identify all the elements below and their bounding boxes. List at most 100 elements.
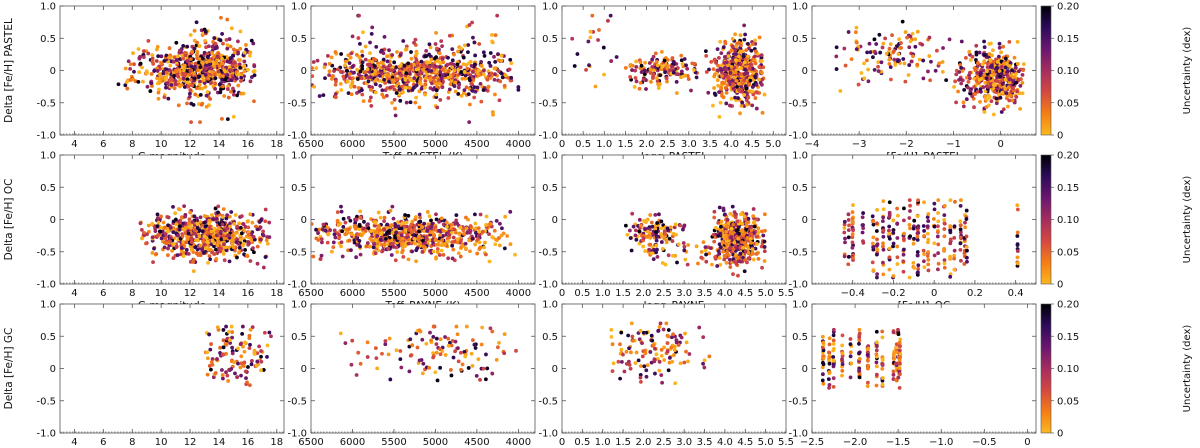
data-point [242, 64, 247, 69]
data-point [182, 85, 187, 89]
data-point [365, 67, 370, 72]
data-point [762, 249, 767, 254]
data-point [377, 225, 381, 230]
data-point [488, 51, 493, 55]
data-point [739, 72, 743, 77]
data-point [405, 232, 410, 237]
data-point [751, 57, 756, 62]
data-point [345, 79, 350, 84]
data-point [325, 54, 330, 58]
data-point [410, 229, 415, 234]
data-point [908, 34, 913, 39]
data-point [654, 238, 659, 243]
data-point [424, 60, 429, 64]
data-point [981, 85, 986, 90]
data-point [639, 70, 644, 75]
data-point [434, 255, 438, 260]
data-point [895, 59, 900, 64]
data-point [704, 70, 709, 74]
x-tick-label: 4000 [506, 139, 531, 150]
data-point [341, 216, 346, 221]
data-point [706, 90, 711, 95]
data-point [878, 50, 883, 55]
data-point [219, 237, 224, 242]
data-point [1004, 91, 1009, 95]
data-point [146, 39, 151, 43]
data-point [682, 57, 687, 61]
data-point [213, 81, 217, 86]
data-point [941, 46, 945, 50]
data-point [760, 110, 765, 115]
data-point [400, 250, 404, 255]
data-point [311, 60, 316, 64]
data-point [421, 244, 426, 249]
data-point [315, 58, 320, 63]
data-point [198, 215, 203, 220]
data-point [650, 224, 655, 229]
data-point [192, 71, 197, 76]
y-tick-label: -1.0 [788, 131, 808, 142]
data-point [358, 69, 363, 74]
data-point [258, 237, 263, 242]
data-point [441, 228, 446, 233]
data-point [982, 59, 987, 64]
data-point [414, 57, 419, 62]
plot-frame [59, 154, 285, 285]
data-point [876, 64, 880, 69]
data-point [407, 85, 412, 90]
data-point [728, 71, 733, 75]
x-tick-label: 4.0 [723, 139, 739, 150]
data-point [744, 86, 749, 91]
data-point [718, 66, 723, 71]
data-point [126, 59, 131, 64]
data-point [407, 67, 412, 72]
data-point [740, 229, 745, 233]
data-point [754, 106, 759, 111]
data-point [647, 61, 652, 65]
data-point [900, 19, 905, 24]
data-point [911, 54, 915, 59]
data-point [311, 222, 314, 226]
data-point [492, 228, 497, 233]
data-point [450, 240, 454, 245]
data-point [339, 52, 344, 56]
data-point [198, 253, 203, 258]
data-point [987, 42, 992, 46]
data-point [884, 51, 889, 56]
data-point [155, 47, 159, 52]
data-point [1006, 85, 1011, 90]
data-point [360, 63, 365, 68]
data-point [497, 98, 502, 103]
data-point [716, 63, 720, 68]
data-point [427, 214, 432, 219]
data-point [956, 89, 960, 94]
data-point [743, 32, 748, 37]
data-point [325, 240, 330, 245]
data-point [461, 91, 466, 95]
data-point [575, 52, 580, 56]
data-point [214, 257, 219, 261]
data-point [356, 77, 360, 81]
data-point [379, 231, 384, 236]
data-point [188, 210, 193, 215]
data-point [432, 79, 437, 84]
data-point [160, 77, 165, 81]
data-point [834, 67, 839, 71]
data-point [657, 212, 661, 217]
data-point [750, 103, 755, 108]
data-point [209, 229, 214, 234]
data-point [390, 78, 395, 83]
data-point [203, 73, 208, 77]
data-point [424, 64, 429, 69]
data-point [927, 54, 932, 58]
data-point [424, 235, 429, 240]
data-point [182, 63, 187, 68]
data-point [140, 65, 144, 70]
y-tick-label: -0.5 [287, 247, 307, 258]
data-point [388, 85, 393, 90]
data-point [718, 245, 723, 250]
data-point [403, 78, 408, 82]
data-point [738, 50, 742, 54]
data-point [393, 235, 397, 240]
data-point [455, 62, 460, 67]
